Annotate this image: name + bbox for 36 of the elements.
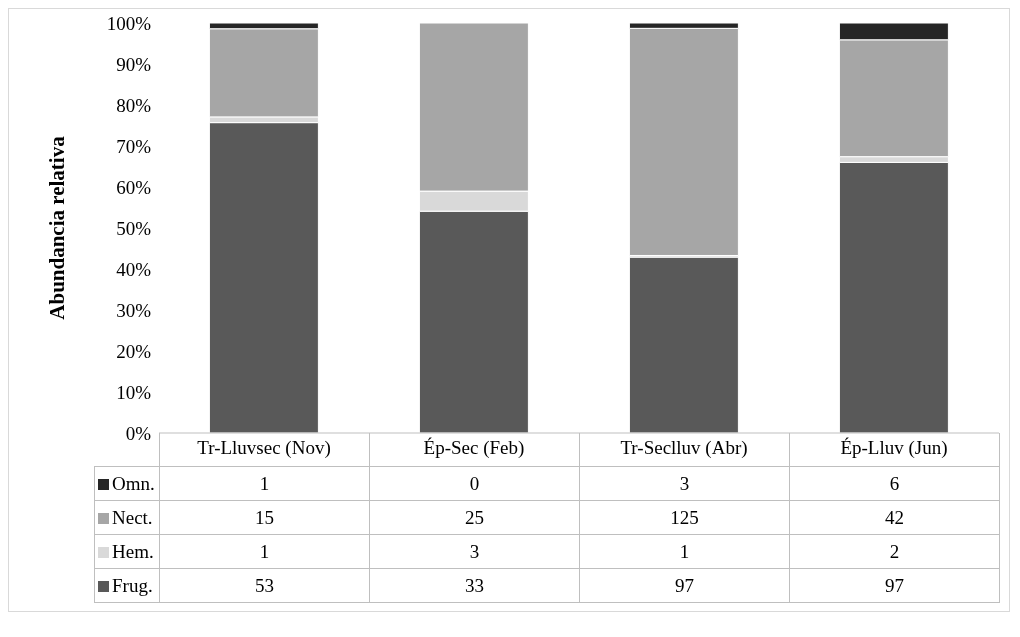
y-tick-label: 0% bbox=[125, 422, 152, 444]
text: 6 bbox=[789, 466, 1000, 501]
text: 0 bbox=[369, 466, 580, 501]
x-tick-label: Ép-Lluv (Jun) bbox=[840, 437, 948, 460]
text: 25 bbox=[369, 500, 580, 535]
y-tick-label: 70% bbox=[116, 135, 152, 157]
y-tick-label: 10% bbox=[116, 381, 152, 403]
x-tick-label: Ép-Sec (Feb) bbox=[423, 437, 525, 460]
text: 1 bbox=[579, 534, 790, 569]
legend-label: Frug. bbox=[94, 568, 160, 603]
text: 3 bbox=[369, 534, 580, 569]
text: 97 bbox=[789, 568, 1000, 603]
text: 33 bbox=[369, 568, 580, 603]
y-tick-label: 30% bbox=[116, 299, 152, 321]
y-tick-label: 20% bbox=[116, 340, 152, 362]
y-tick-label: 90% bbox=[116, 53, 152, 75]
text: 2 bbox=[789, 534, 1000, 569]
text: 97 bbox=[579, 568, 790, 603]
y-tick-label: 100% bbox=[106, 12, 152, 34]
x-tick-label: Tr-Lluvsec (Nov) bbox=[197, 437, 331, 460]
text: 53 bbox=[159, 568, 370, 603]
text: 125 bbox=[579, 500, 790, 535]
y-axis-title: Abundancia relativa bbox=[45, 135, 70, 320]
legend-label: Hem. bbox=[94, 534, 160, 569]
text: 15 bbox=[159, 500, 370, 535]
y-tick-label: 60% bbox=[116, 176, 152, 198]
y-tick-label: 50% bbox=[116, 217, 152, 239]
y-tick-label: 40% bbox=[116, 258, 152, 280]
legend-label: Omn. bbox=[94, 466, 160, 501]
text: 1 bbox=[159, 534, 370, 569]
y-tick-label: 80% bbox=[116, 94, 152, 116]
text: 1 bbox=[159, 466, 370, 501]
legend-label: Nect. bbox=[94, 500, 160, 535]
x-tick-label: Tr-Seclluv (Abr) bbox=[620, 437, 748, 460]
text: 3 bbox=[579, 466, 790, 501]
text: 42 bbox=[789, 500, 1000, 535]
